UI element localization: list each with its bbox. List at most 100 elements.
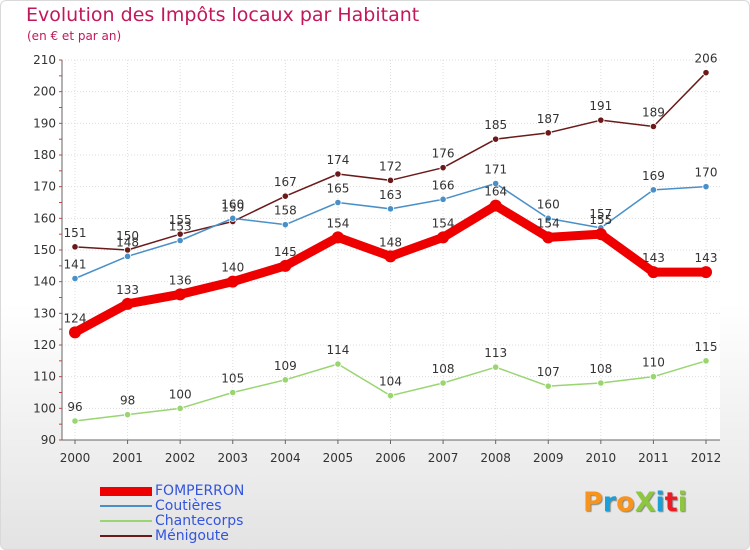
data-point-menigoute bbox=[597, 116, 605, 124]
data-point-chantecorps bbox=[702, 357, 710, 365]
x-tick-label: 2009 bbox=[533, 451, 564, 465]
data-point-menigoute bbox=[281, 192, 289, 200]
data-label-fomperron: 143 bbox=[695, 251, 718, 265]
data-label-fomperron: 148 bbox=[379, 235, 402, 249]
data-label-fomperron: 154 bbox=[432, 216, 455, 230]
y-tick-label: 190 bbox=[33, 116, 56, 130]
y-tick-label: 140 bbox=[33, 275, 56, 289]
data-point-menigoute bbox=[649, 122, 658, 131]
data-label-fomperron: 154 bbox=[326, 216, 349, 230]
data-label-menigoute: 206 bbox=[695, 52, 718, 66]
data-label-chantecorps: 108 bbox=[589, 362, 612, 376]
data-label-menigoute: 151 bbox=[64, 226, 87, 240]
y-tick-label: 200 bbox=[33, 85, 56, 99]
data-label-fomperron: 133 bbox=[116, 283, 139, 297]
data-label-chantecorps: 107 bbox=[537, 365, 560, 379]
data-point-menigoute bbox=[492, 135, 500, 143]
x-tick-label: 2002 bbox=[165, 451, 196, 465]
data-label-chantecorps: 114 bbox=[326, 343, 349, 357]
data-point-coutieres bbox=[386, 205, 395, 213]
data-label-chantecorps: 113 bbox=[484, 346, 507, 360]
data-point-fomperron bbox=[594, 228, 607, 241]
legend-label: Coutières bbox=[155, 498, 222, 514]
data-point-chantecorps bbox=[176, 404, 184, 412]
y-tick-label: 120 bbox=[33, 338, 56, 352]
x-tick-label: 2011 bbox=[638, 451, 669, 465]
data-label-fomperron: 136 bbox=[169, 273, 192, 287]
data-point-menigoute bbox=[702, 69, 710, 77]
data-label-coutieres: 163 bbox=[379, 188, 402, 202]
data-label-chantecorps: 96 bbox=[67, 400, 82, 414]
data-point-fomperron bbox=[226, 275, 239, 288]
data-label-fomperron: 154 bbox=[537, 216, 560, 230]
legend-label: FOMPERRON bbox=[155, 483, 245, 499]
data-label-menigoute: 189 bbox=[642, 106, 665, 120]
y-tick-label: 210 bbox=[33, 53, 56, 67]
data-point-menigoute bbox=[71, 243, 79, 251]
legend-swatch bbox=[100, 486, 152, 496]
data-label-menigoute: 167 bbox=[274, 175, 297, 189]
data-point-fomperron bbox=[384, 250, 397, 263]
data-point-fomperron bbox=[542, 231, 555, 244]
y-tick-label: 100 bbox=[33, 401, 56, 415]
data-point-coutieres bbox=[176, 236, 184, 245]
data-label-chantecorps: 115 bbox=[695, 340, 718, 354]
data-label-coutieres: 170 bbox=[695, 166, 718, 180]
data-point-fomperron bbox=[700, 266, 712, 279]
data-label-coutieres: 148 bbox=[116, 235, 139, 249]
data-point-chantecorps bbox=[386, 392, 395, 400]
data-point-fomperron bbox=[69, 326, 81, 339]
y-tick-label: 90 bbox=[41, 433, 56, 447]
data-label-chantecorps: 109 bbox=[274, 359, 297, 373]
x-tick-label: 2004 bbox=[270, 451, 301, 465]
y-tick-label: 110 bbox=[33, 370, 56, 384]
data-label-menigoute: 174 bbox=[326, 153, 349, 167]
y-tick-label: 160 bbox=[33, 211, 56, 225]
data-point-menigoute bbox=[334, 170, 342, 178]
data-label-menigoute: 176 bbox=[432, 147, 455, 161]
x-tick-label: 2006 bbox=[375, 451, 406, 465]
data-point-chantecorps bbox=[439, 379, 447, 387]
data-label-coutieres: 153 bbox=[169, 220, 192, 234]
data-point-chantecorps bbox=[229, 388, 237, 397]
data-point-coutieres bbox=[702, 183, 710, 191]
data-point-fomperron bbox=[121, 297, 134, 310]
data-label-fomperron: 155 bbox=[589, 213, 612, 227]
data-label-menigoute: 187 bbox=[537, 112, 560, 126]
data-label-menigoute: 155 bbox=[169, 213, 192, 227]
data-label-fomperron: 164 bbox=[484, 185, 507, 199]
data-point-coutieres bbox=[544, 214, 552, 222]
legend-label: Chantecorps bbox=[155, 513, 244, 529]
data-label-coutieres: 171 bbox=[484, 163, 507, 177]
x-tick-label: 2012 bbox=[691, 451, 722, 465]
data-point-chantecorps bbox=[123, 411, 132, 419]
data-point-fomperron bbox=[331, 231, 344, 244]
x-tick-label: 2001 bbox=[112, 451, 143, 465]
data-label-coutieres: 169 bbox=[642, 169, 665, 183]
data-label-menigoute: 159 bbox=[221, 201, 244, 215]
data-point-chantecorps bbox=[281, 376, 289, 384]
data-label-coutieres: 160 bbox=[221, 197, 244, 211]
data-point-coutieres bbox=[229, 214, 237, 222]
x-tick-label: 2005 bbox=[323, 451, 354, 465]
data-label-fomperron: 140 bbox=[221, 261, 244, 275]
data-label-chantecorps: 98 bbox=[120, 394, 135, 408]
proxiti-logo: ProXiti bbox=[583, 487, 687, 518]
data-point-fomperron bbox=[174, 288, 187, 301]
data-label-coutieres: 157 bbox=[589, 207, 612, 221]
data-label-menigoute: 191 bbox=[589, 99, 612, 113]
data-point-chantecorps bbox=[71, 417, 79, 425]
data-point-chantecorps bbox=[492, 363, 500, 371]
data-label-coutieres: 158 bbox=[274, 204, 297, 218]
data-point-coutieres bbox=[649, 186, 658, 194]
data-label-chantecorps: 110 bbox=[642, 356, 665, 370]
x-tick-label: 2003 bbox=[217, 451, 248, 465]
data-label-chantecorps: 104 bbox=[379, 375, 402, 389]
data-point-fomperron bbox=[647, 266, 660, 279]
legend-swatch bbox=[100, 505, 152, 507]
data-label-menigoute: 185 bbox=[484, 118, 507, 132]
data-point-coutieres bbox=[334, 198, 342, 207]
data-label-chantecorps: 105 bbox=[221, 372, 244, 386]
data-label-chantecorps: 100 bbox=[169, 387, 192, 401]
